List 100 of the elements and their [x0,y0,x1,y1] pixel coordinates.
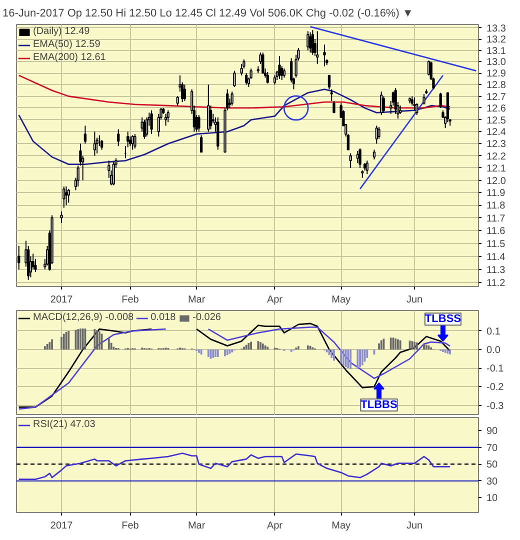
candlestick [316,30,319,64]
candlestick [262,52,264,74]
y-tick-label: 13.3 [486,23,506,34]
candlestick [84,125,87,144]
candlestick [366,160,368,175]
y-tick-label: 30 [486,476,498,488]
candlestick [382,96,386,114]
x-tick-label: May [332,294,351,306]
candlestick [378,126,380,140]
y-tick-label: -0.2 [486,382,504,394]
candlestick [216,116,220,150]
y-tick-label: 10 [486,493,498,504]
candlestick [244,72,248,86]
y-tick-label: 12.3 [486,139,506,150]
candlestick [308,32,312,54]
candlestick [18,245,20,270]
candlestick [266,71,269,84]
line-series [18,452,451,480]
candlestick [67,188,70,204]
candlestick [100,140,104,150]
y-tick-label: 12.6 [486,103,506,114]
y-tick-label: 70 [486,442,498,454]
candlestick [143,119,146,140]
y-tick-label: 11.3 [486,264,506,276]
candlestick [112,161,115,186]
candlestick [198,114,200,132]
y-tick-label: 12.1 [486,163,506,174]
legend-label: MACD(12,26,9) -0.008 [33,312,134,323]
candlestick [209,105,212,130]
candlestick [150,110,153,135]
candlestick [439,92,442,108]
legend-label: EMA(200) 12.61 [33,52,106,63]
candlestick [62,186,66,208]
y-tick-label: 0.1 [486,326,501,338]
candlestick [64,186,68,206]
candlestick [422,93,426,105]
candlestick [349,152,352,168]
candlestick [330,88,333,102]
y-tick-label: 11.7 [486,213,506,224]
x-tick-label: May [332,520,351,532]
candlestick [413,96,416,111]
y-tick-label: 0.0 [486,345,501,356]
y-tick-label: 13.0 [486,57,506,68]
y-tick-label: 12.9 [486,68,506,80]
y-tick-label: 12.5 [486,115,506,126]
candlestick [358,148,362,168]
candlestick [278,55,281,80]
y-tick-label: 12.4 [486,127,506,138]
line-series [18,88,451,166]
y-tick-label: 11.2 [486,278,506,290]
candlestick [176,96,179,106]
candlestick [332,100,336,114]
candlestick [166,110,170,123]
candlestick [410,96,414,106]
candlestick [323,44,326,67]
candlestick [60,210,63,224]
candlestick [328,74,331,90]
y-tick-label: 12.7 [486,92,506,103]
candlestick [233,70,236,88]
candlestick [128,136,132,147]
x-tick-label: Mar [188,520,206,532]
x-tick-label: Jun [406,520,423,532]
candlestick [306,30,310,51]
legend-label: EMA(50) 12.59 [33,39,100,50]
y-tick-label: 12.8 [486,80,506,92]
y-tick-label: -0.3 [486,400,504,412]
y-tick-label: 12.2 [486,151,506,162]
y-tick-label: 11.9 [486,188,506,200]
y-tick-label: -0.1 [486,364,504,375]
candlestick [380,91,383,116]
annotation: TLBSS [424,313,461,326]
x-tick-label: Apr [266,520,284,532]
x-tick-label: 2017 [50,294,74,306]
candlestick [282,68,286,78]
y-tick-label: 11.4 [486,252,506,263]
x-tick-label: 2017 [50,520,74,532]
y-tick-label: 12.0 [486,176,506,187]
candlestick [117,128,120,147]
legend-label: -0.026 [192,312,221,323]
y-tick-label: 50 [486,460,498,471]
candlestick [240,63,243,76]
legend-label: (Daily) 12.49 [33,26,90,37]
legend-label: RSI(21) 47.03 [33,419,96,430]
x-tick-label: Apr [266,294,284,306]
chart-subtitle: 16-Jun-2017 Op 12.50 Hi 12.50 Lo 12.45 Cl 12.49 Vol 506.0K Chg -0.02 (-0.16%) ▼ [2,8,414,20]
x-tick-label: Mar [188,294,206,306]
y-tick-label: 11.6 [486,226,506,238]
candlestick [427,60,430,76]
x-tick-label: Feb [122,520,140,532]
candlestick [230,91,234,106]
candlestick [76,165,80,187]
y-tick-label: 11.5 [486,238,506,250]
candlestick [145,116,148,137]
candlestick [394,88,397,114]
y-tick-label: 13.1 [486,46,506,57]
x-tick-label: Jun [406,294,423,306]
y-tick-label: 11.8 [486,200,506,212]
candlestick [93,131,96,156]
candlestick [207,84,210,132]
candlestick [200,134,203,153]
